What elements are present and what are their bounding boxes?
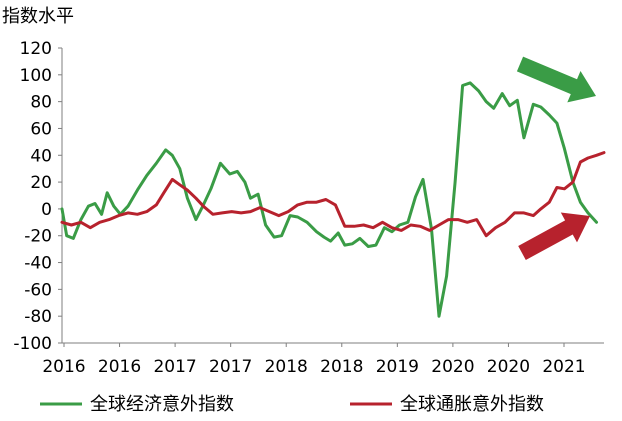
series-line-inflation (60, 151, 606, 238)
red-up-arrow (518, 212, 590, 260)
y-tick-label: 120 (20, 39, 52, 59)
y-tick-label: -60 (24, 280, 52, 300)
x-tick-label: 2020 (487, 357, 530, 377)
y-tick-label: 60 (30, 119, 52, 139)
legend: 全球经济意外指数 全球通胀意外指数 (40, 394, 544, 415)
legend-label-economic: 全球经济意外指数 (90, 394, 234, 415)
y-tick-label: 40 (30, 146, 52, 166)
x-tick-label: 2018 (265, 357, 308, 377)
y-tick-label: 80 (30, 93, 52, 113)
x-tick-label: 2017 (153, 357, 196, 377)
y-tick-label: 20 (30, 173, 52, 193)
x-tick-label: 2021 (542, 357, 585, 377)
x-tick-label: 2016 (98, 357, 141, 377)
green-down-arrow (516, 56, 596, 103)
x-tick-label: 2017 (209, 357, 252, 377)
axes (61, 48, 604, 344)
x-tick-label: 2016 (42, 357, 85, 377)
series-line-economic (60, 81, 598, 318)
y-tick-label: -100 (13, 334, 52, 354)
y-tick-label: 100 (20, 66, 52, 86)
y-tick-label: -20 (24, 227, 52, 247)
y-tick-labels: 120 100 80 60 40 20 0 -20 -40 -60 -80 -100 (13, 39, 62, 354)
x-tick-labels: 2016 2016 2017 2017 2018 2018 2019 2020 2020 2021 (42, 343, 586, 377)
y-tick-label: -40 (24, 254, 52, 274)
x-tick-label: 2019 (376, 357, 419, 377)
x-tick-label: 2018 (320, 357, 363, 377)
y-axis-unit-label: 指数水平 (2, 6, 74, 27)
annotation-arrows (516, 56, 596, 260)
y-tick-label: -80 (24, 307, 52, 327)
x-tick-label: 2020 (431, 357, 474, 377)
y-tick-label: 0 (41, 200, 52, 220)
legend-label-inflation: 全球通胀意外指数 (400, 394, 544, 415)
series-lines (60, 81, 606, 318)
